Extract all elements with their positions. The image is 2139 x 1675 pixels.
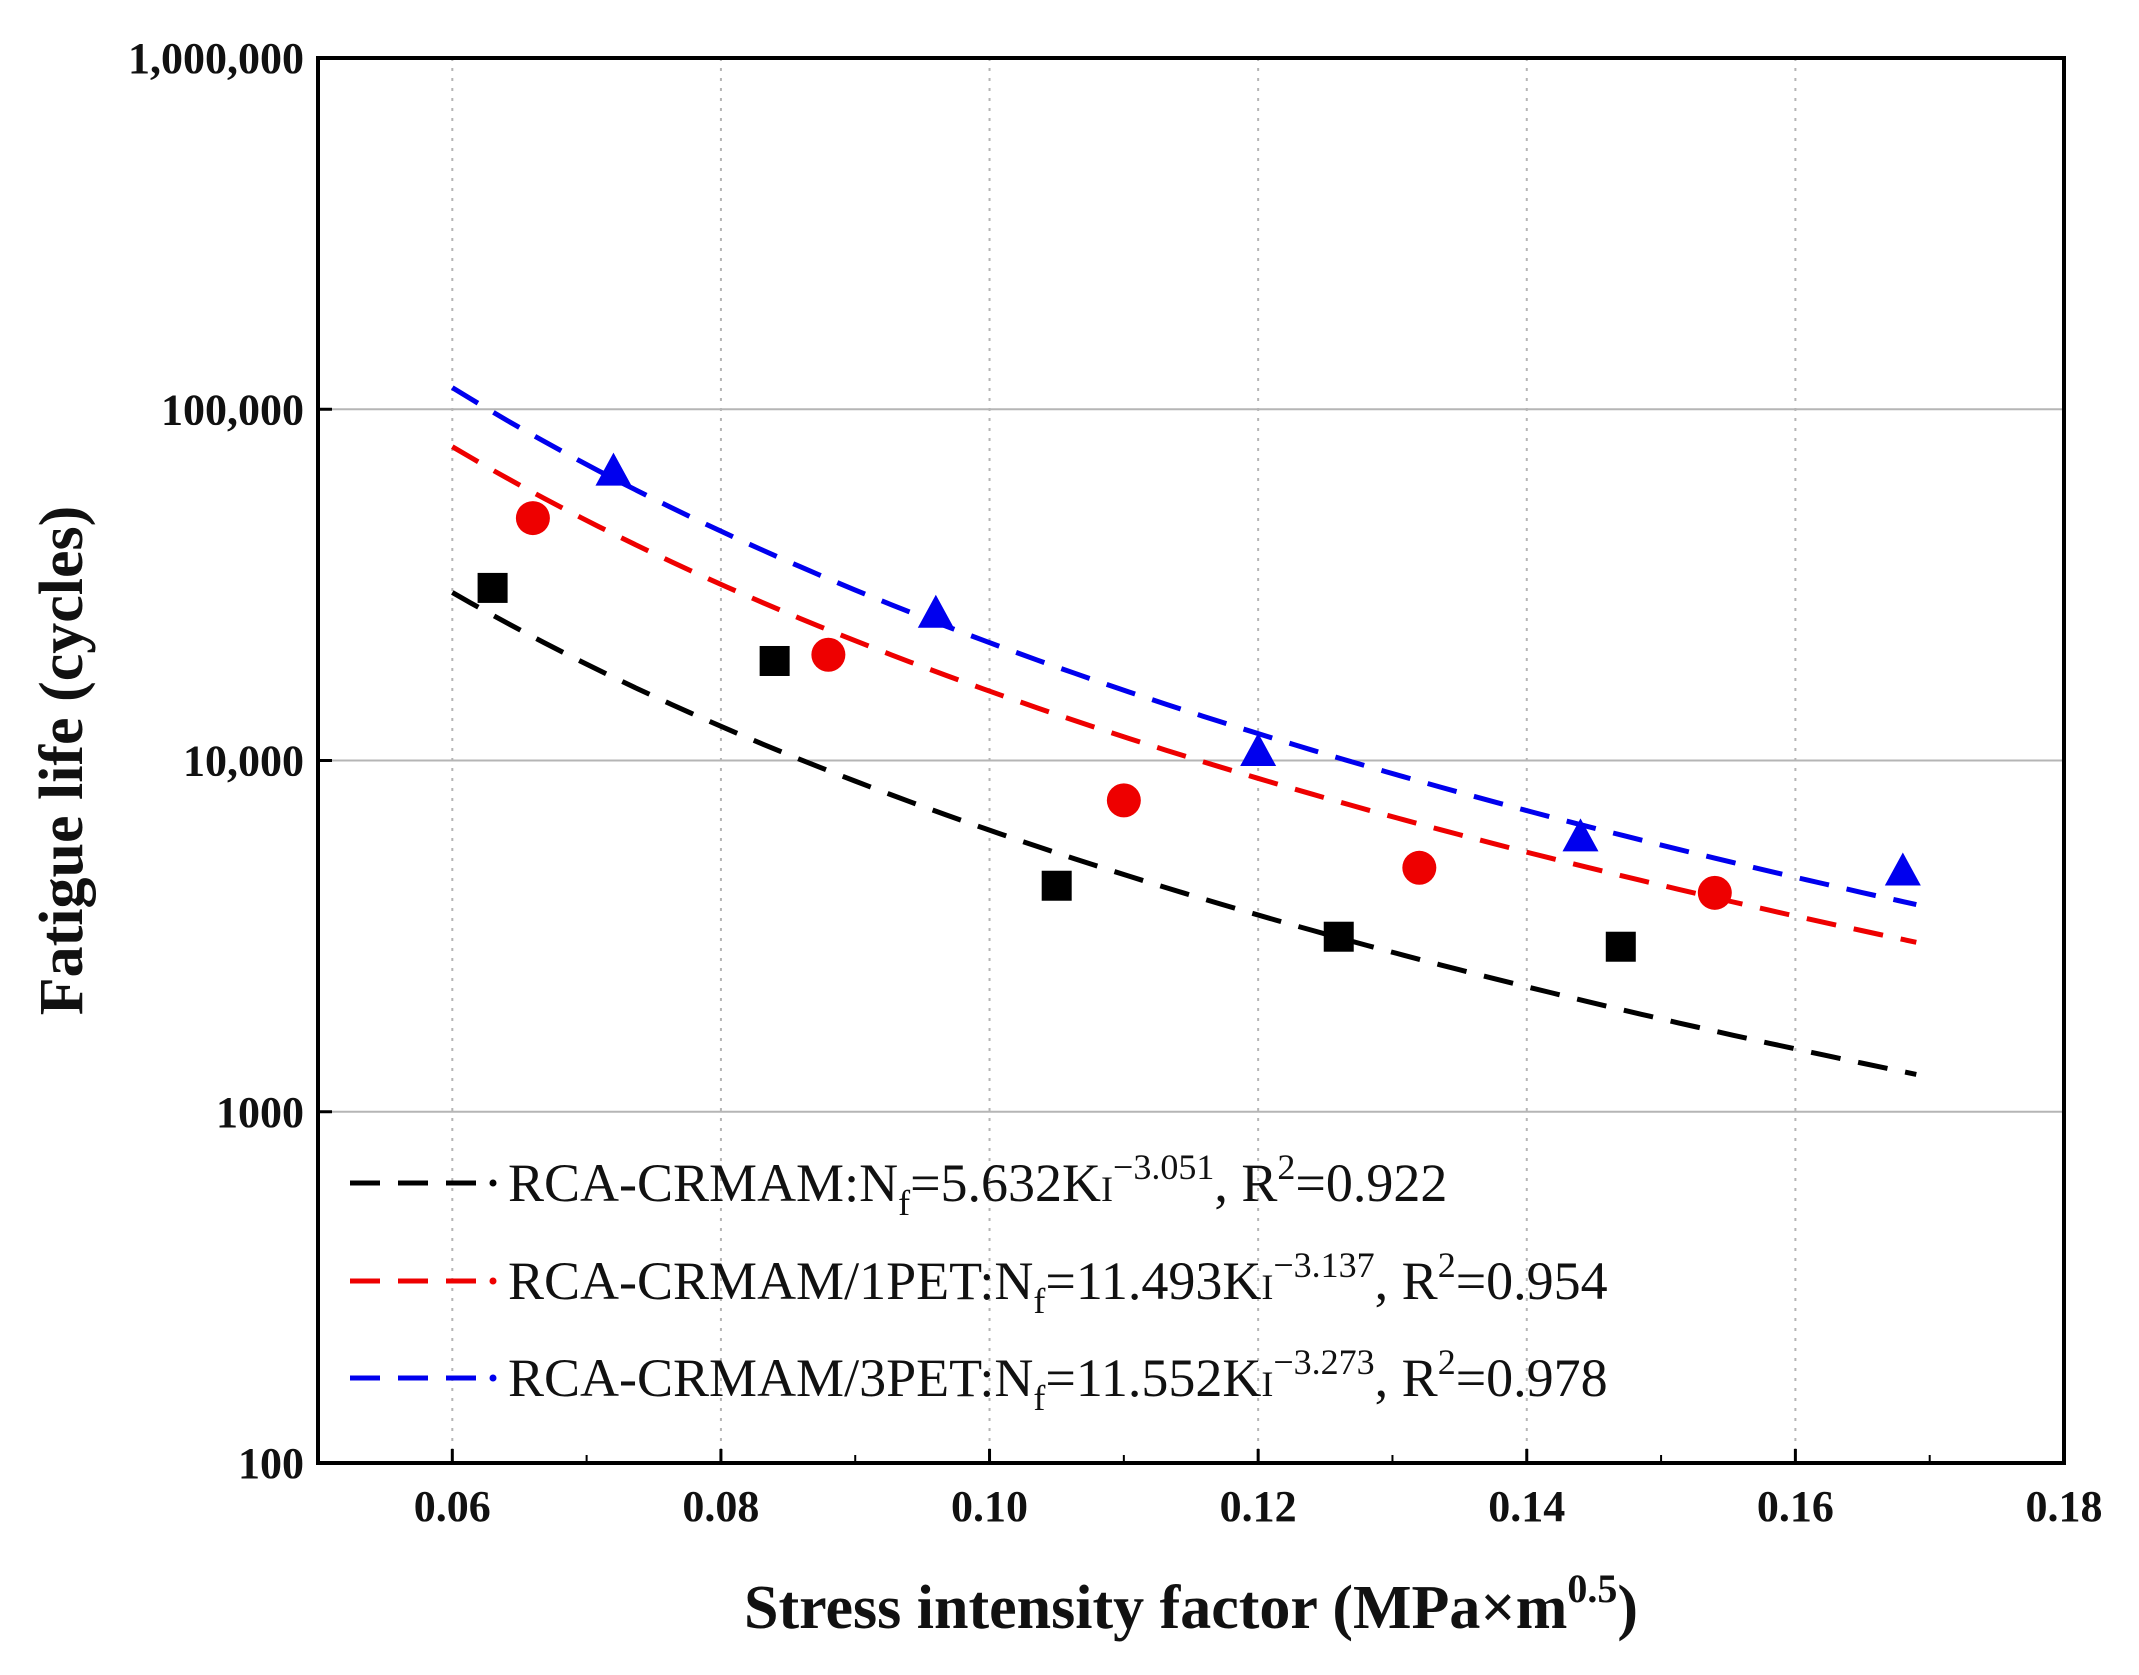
x-tick-label: 0.12	[1220, 1482, 1297, 1531]
legend-entry-part: I	[1261, 1267, 1273, 1307]
fit-line-RCA-CRMAM/1PET	[451, 444, 1917, 945]
legend-dot	[489, 1374, 497, 1382]
x-tick-label: 0.10	[951, 1482, 1028, 1531]
y-tick-labels: 100 1000 10,000 100,000 1,000,000	[128, 34, 304, 1488]
legend-dot	[489, 1277, 497, 1285]
legend-entry-part: −3.273	[1273, 1342, 1374, 1382]
data-point-square	[1041, 870, 1072, 901]
data-point-circle	[811, 637, 846, 672]
data-point-square	[477, 572, 508, 603]
legend-entry-part: , R	[1214, 1153, 1277, 1213]
y-tick-label: 100	[238, 1439, 304, 1488]
legend-entry-part: f	[1033, 1378, 1045, 1418]
data-point-circle	[1106, 783, 1141, 818]
data-point-square	[1323, 921, 1354, 952]
x-axis-title-sup: 0.5	[1567, 1566, 1617, 1611]
x-tick-label: 0.18	[2026, 1482, 2103, 1531]
legend-entry-part: RCA-CRMAM/1PET:N	[508, 1251, 1033, 1311]
legend-entry-part: I	[1101, 1169, 1113, 1209]
legend-entry-part: 2	[1438, 1342, 1456, 1382]
legend-entry-part: =5.632K	[910, 1153, 1101, 1213]
data-point-triangle	[1884, 852, 1921, 886]
data-point-circle	[1697, 875, 1732, 910]
data-points	[477, 452, 1921, 962]
legend-entry-part: =11.552K	[1045, 1348, 1261, 1408]
x-tick-label: 0.16	[1757, 1482, 1834, 1531]
legend-entry-part: f	[1033, 1281, 1045, 1321]
legend-entry-part: , R	[1375, 1348, 1438, 1408]
fit-line-RCA-CRMAM/3PET	[450, 385, 1917, 908]
fit-lines	[450, 385, 1917, 1077]
legend-entry-part: −3.137	[1273, 1245, 1374, 1285]
legend-entry-part: , R	[1375, 1251, 1438, 1311]
legend-entry-part: I	[1261, 1364, 1273, 1404]
data-point-square	[1605, 931, 1636, 962]
legend-entry-part: =0.954	[1456, 1251, 1608, 1311]
y-tick-label: 10,000	[183, 737, 304, 786]
legend-entry: RCA-CRMAM/1PET:Nf=11.493KI−3.137, R2=0.9…	[508, 1245, 1608, 1321]
legend-entry-part: f	[898, 1183, 910, 1223]
legend-entry-part: RCA-CRMAM:N	[508, 1153, 898, 1213]
legend-entry-part: =11.493K	[1045, 1251, 1261, 1311]
fit-line-RCA-CRMAM	[451, 590, 1917, 1077]
y-axis-title: Fatigue life (cycles)	[28, 506, 96, 1016]
legend-entry-part: 2	[1277, 1147, 1295, 1187]
legend-dot	[489, 1179, 497, 1187]
y-tick-label: 100,000	[161, 385, 304, 434]
y-tick-label: 1,000,000	[128, 34, 304, 83]
legend-entry: RCA-CRMAM/3PET:Nf=11.552KI−3.273, R2=0.9…	[508, 1342, 1608, 1418]
x-axis-title-end: )	[1617, 1574, 1638, 1642]
legend-entry-part: RCA-CRMAM/3PET:N	[508, 1348, 1033, 1408]
x-tick-label: 0.06	[414, 1482, 491, 1531]
data-point-square	[759, 645, 790, 676]
legend-entry-part: =0.922	[1295, 1153, 1447, 1213]
legend-entry-part: −3.051	[1113, 1147, 1214, 1187]
x-tick-label: 0.08	[682, 1482, 759, 1531]
data-point-circle	[1402, 850, 1437, 885]
x-axis-title: Stress intensity factor (MPa×m0.5)	[744, 1566, 1638, 1642]
legend-entry-part: 2	[1438, 1245, 1456, 1285]
data-point-triangle	[917, 594, 954, 628]
data-point-triangle	[595, 452, 632, 486]
data-point-circle	[515, 501, 550, 536]
x-tick-labels: 0.06 0.08 0.10 0.12 0.14 0.16 0.18	[414, 1482, 2103, 1531]
legend: RCA-CRMAM:Nf=5.632KI−3.051, R2=0.922RCA-…	[350, 1147, 1608, 1418]
data-point-triangle	[1240, 733, 1277, 767]
legend-entry-part: =0.978	[1456, 1348, 1608, 1408]
x-tick-label: 0.14	[1488, 1482, 1565, 1531]
legend-entry: RCA-CRMAM:Nf=5.632KI−3.051, R2=0.922	[508, 1147, 1447, 1223]
y-tick-label: 1000	[216, 1088, 304, 1137]
data-point-triangle	[1562, 818, 1599, 852]
tick-marks	[317, 56, 2066, 1465]
